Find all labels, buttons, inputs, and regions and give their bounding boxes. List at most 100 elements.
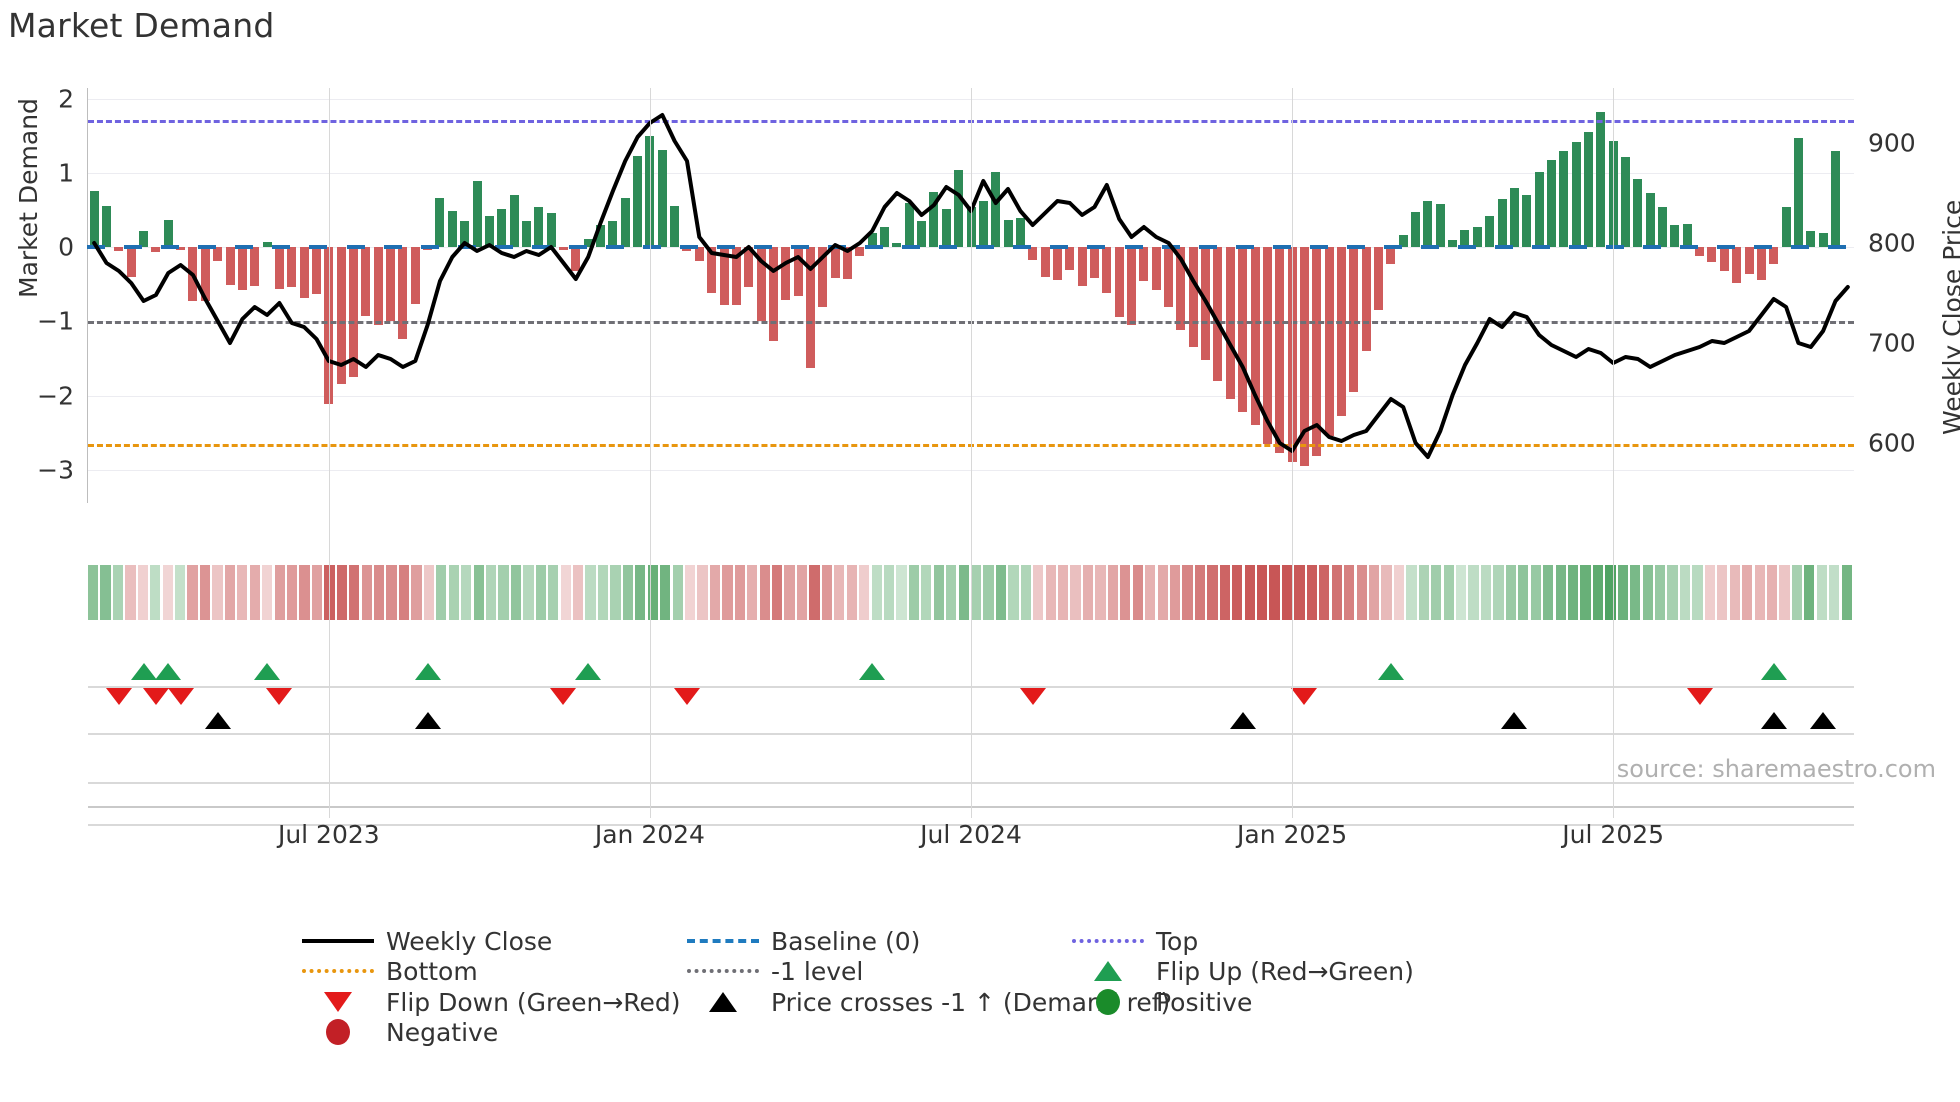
legend-item: Negative <box>300 1016 498 1048</box>
heat-cell <box>784 565 795 620</box>
heat-cell <box>871 565 882 620</box>
baseline-stub <box>605 245 624 250</box>
demand-bar <box>1571 142 1581 248</box>
legend-key <box>300 986 376 1018</box>
heat-cell <box>336 565 347 620</box>
demand-bar <box>1015 217 1025 248</box>
legend-item: Top <box>1070 925 1198 957</box>
demand-bar <box>1793 137 1803 248</box>
heat-cell <box>597 565 609 620</box>
demand-bar <box>830 247 840 279</box>
legend-label: -1 level <box>771 956 864 986</box>
legend-label: Flip Down (Green→Red) <box>386 987 681 1017</box>
demand-bar <box>521 220 531 248</box>
baseline-stub <box>1050 245 1069 250</box>
flip-down-marker <box>142 688 169 705</box>
flip-down-marker <box>1019 688 1046 705</box>
heat-cell <box>374 565 385 620</box>
baseline-stub <box>457 245 476 250</box>
demand-bar <box>1670 225 1680 248</box>
flip-down-marker <box>1686 688 1713 705</box>
demand-bar <box>1176 247 1186 331</box>
heat-cell <box>1095 565 1106 620</box>
legend-item: -1 level <box>685 955 863 987</box>
x-axis-tick-label: Jul 2024 <box>920 820 1022 849</box>
demand-bar <box>1707 247 1717 263</box>
demand-bar <box>781 247 791 300</box>
demand-bar <box>1719 247 1729 272</box>
demand-bar <box>484 216 494 248</box>
flip-up-marker <box>414 663 441 680</box>
flip-down-marker <box>266 688 293 705</box>
heat-cell <box>473 565 484 620</box>
legend-label: Negative <box>386 1017 499 1047</box>
baseline-stub <box>1087 245 1106 250</box>
baseline-stub <box>198 245 217 250</box>
demand-bar <box>1522 195 1532 248</box>
demand-bar <box>1349 247 1359 392</box>
heat-cell <box>1356 565 1367 620</box>
demand-bar <box>287 247 297 288</box>
legend-item: Weekly Close <box>300 925 552 957</box>
demand-bar <box>1398 235 1408 248</box>
demand-bar <box>1645 193 1655 248</box>
heat-cell <box>212 565 223 620</box>
baseline-stub <box>976 245 995 250</box>
demand-bar <box>114 247 124 252</box>
demand-bar <box>509 195 519 248</box>
heat-cell <box>1592 565 1604 620</box>
heat-cell <box>199 565 211 620</box>
heat-cell <box>1630 565 1641 620</box>
heat-cell <box>697 565 708 620</box>
baseline-stub <box>1013 245 1032 250</box>
legend-item: Flip Up (Red→Green) <box>1070 955 1414 987</box>
heat-cell <box>1207 565 1218 620</box>
heat-cell <box>734 565 745 620</box>
demand-bar <box>1065 247 1075 271</box>
heat-cell <box>1468 565 1479 620</box>
demand-bar <box>1114 247 1124 317</box>
heat-cell <box>759 565 770 620</box>
left-axis-tick-label: 1 <box>58 158 74 188</box>
heat-cell <box>1132 565 1143 620</box>
heat-cell <box>1543 565 1554 620</box>
demand-bar <box>336 247 346 385</box>
heat-cell <box>1617 565 1628 620</box>
demand-bar <box>1374 247 1384 311</box>
right-axis-tick-label: 900 <box>1868 128 1916 158</box>
heat-cell <box>423 565 435 620</box>
heat-cell <box>1456 565 1467 620</box>
heat-cell <box>1344 565 1355 620</box>
demand-bar <box>398 247 408 340</box>
demand-bar <box>274 247 284 289</box>
demand-bar <box>410 247 420 305</box>
heat-cell <box>1169 565 1181 620</box>
left-axis-tick-label: −1 <box>37 306 74 336</box>
legend-key <box>685 925 761 957</box>
left-axis-tick-label: 0 <box>58 232 74 262</box>
baseline-stub <box>1383 245 1402 250</box>
circle-marker-icon <box>1096 989 1120 1015</box>
lower-guide-2 <box>88 824 1854 826</box>
demand-bar <box>1336 247 1346 417</box>
legend-label: Baseline (0) <box>771 926 921 956</box>
heat-cell <box>846 565 857 620</box>
heat-cell <box>523 565 534 620</box>
demand-bar <box>163 219 173 248</box>
demand-bar <box>1448 239 1458 248</box>
demand-bar <box>1682 224 1692 248</box>
demand-bar <box>1497 199 1507 248</box>
heat-cell <box>137 565 148 620</box>
left-axis-tick-label: −2 <box>37 381 74 411</box>
baseline-stub <box>272 245 291 250</box>
price-cross-marker <box>1501 712 1528 729</box>
heat-cell <box>1306 565 1318 620</box>
heat-cell <box>1779 565 1790 620</box>
heat-cell <box>660 565 671 620</box>
demand-bar <box>1621 156 1631 248</box>
heat-cell <box>1667 565 1678 620</box>
baseline-stub <box>1532 245 1551 250</box>
demand-bar <box>719 247 729 306</box>
legend-label: Positive <box>1156 987 1253 1017</box>
baseline-stub <box>383 245 402 250</box>
